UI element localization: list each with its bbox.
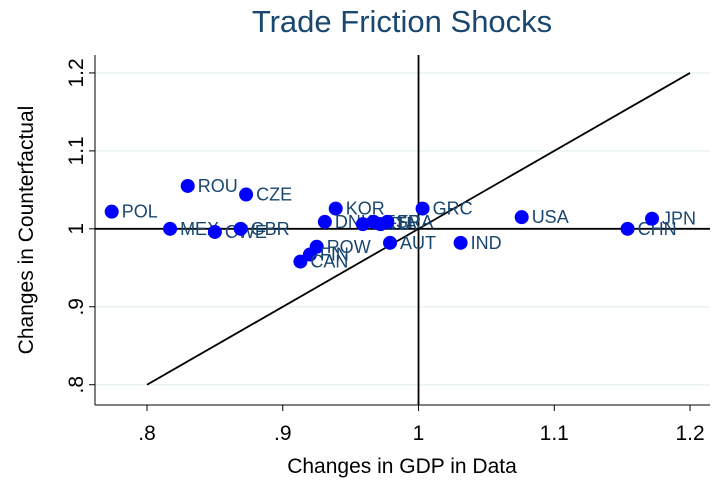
point-label: ITA: [391, 214, 418, 234]
point-label: POL: [122, 202, 158, 222]
point-label: ROW: [327, 237, 371, 257]
point: [415, 201, 430, 216]
point-label: KOR: [346, 199, 385, 219]
point-label: FRA: [397, 212, 433, 232]
point-label: IND: [471, 233, 502, 253]
point: [104, 204, 119, 219]
x-tick-label: 1.1: [540, 422, 569, 445]
point: [453, 235, 468, 250]
chart-title: Trade Friction Shocks: [252, 4, 552, 39]
point: [180, 178, 195, 193]
point: [239, 187, 254, 202]
point-label: AUT: [400, 233, 436, 253]
point-label: GBR: [251, 219, 290, 239]
y-tick-label: 1.1: [65, 136, 88, 165]
point-label: GRC: [433, 199, 473, 219]
point: [645, 211, 660, 226]
x-axis-title: Changes in GDP in Data: [287, 455, 517, 478]
point: [620, 221, 635, 236]
y-tick-label: 1.2: [65, 58, 88, 87]
x-tick-label: 1.2: [675, 422, 704, 445]
point-label: CAN: [310, 252, 348, 272]
y-tick-label: .8: [65, 376, 88, 394]
point: [207, 224, 222, 239]
y-tick-label: .9: [65, 298, 88, 316]
y-tick-label: 1: [65, 223, 88, 235]
point: [328, 201, 343, 216]
x-tick-label: 1: [413, 422, 425, 445]
point-label: FIN: [320, 245, 349, 265]
y-axis-title: Changes in Counterfactual: [15, 106, 38, 355]
point: [514, 210, 529, 225]
point: [163, 221, 178, 236]
point-label: CZE: [256, 185, 292, 205]
point: [355, 217, 370, 232]
point: [293, 254, 308, 269]
point: [233, 221, 248, 236]
x-tick-label: .9: [274, 422, 292, 445]
point: [383, 235, 398, 250]
point: [380, 214, 395, 229]
point-label: JPN: [662, 209, 696, 229]
point-label: ROU: [198, 176, 238, 196]
x-tick-label: .8: [138, 422, 156, 445]
point-label: ESP: [384, 212, 420, 232]
point-label: USA: [532, 207, 569, 227]
reference-line: [146, 72, 691, 386]
point: [317, 214, 332, 229]
